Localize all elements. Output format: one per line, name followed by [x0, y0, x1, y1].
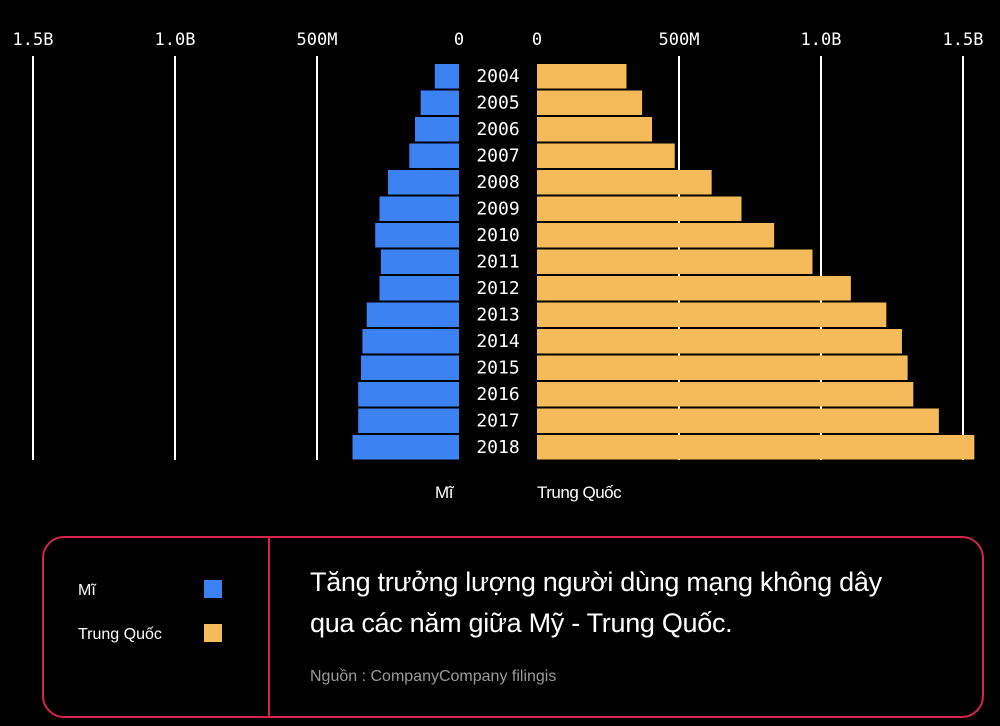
left-tick-label: 500M [297, 30, 338, 50]
bar-china [537, 90, 643, 115]
bar-china [537, 117, 653, 142]
bar-us [358, 382, 459, 407]
bar-china [537, 302, 887, 327]
bar-us [379, 276, 459, 301]
bar-us [380, 249, 459, 274]
bar-us [362, 329, 459, 354]
year-label: 2012 [476, 278, 519, 299]
legend-panel: Mĩ Trung Quốc Tăng trưởng lượng người dù… [42, 536, 984, 718]
bar-us [434, 64, 459, 89]
year-label: 2007 [476, 146, 519, 167]
right-tick-label: 1.5B [943, 30, 984, 50]
bar-china [537, 329, 902, 354]
bar-china [537, 143, 675, 168]
bar-china [537, 223, 775, 248]
legend-divider [268, 538, 270, 716]
year-label: 2014 [476, 331, 519, 352]
year-label: 2010 [476, 225, 519, 246]
year-label: 2013 [476, 305, 519, 326]
legend-swatch-china [204, 624, 222, 642]
right-tick-label: 1.0B [801, 30, 842, 50]
bar-us [388, 170, 459, 195]
caption-line-1: Tăng trưởng lượng người dùng mạng không … [310, 567, 882, 597]
right-tick-label: 0 [532, 30, 542, 50]
bar-china [537, 382, 914, 407]
bar-china [537, 170, 712, 195]
right-tick-label: 500M [659, 30, 700, 50]
bar-us [414, 117, 459, 142]
bar-us [352, 435, 459, 460]
year-label: 2004 [476, 66, 519, 87]
bar-us [358, 408, 459, 433]
year-label: 2017 [476, 411, 519, 432]
bar-us [375, 223, 459, 248]
year-label: 2008 [476, 172, 519, 193]
year-label: 2015 [476, 358, 519, 379]
bar-us [366, 302, 459, 327]
bar-china [537, 276, 851, 301]
legend-swatch-us [204, 580, 222, 598]
bar-china [537, 435, 975, 460]
left-tick-label: 1.5B [13, 30, 54, 50]
right-series-name: Trung Quốc [537, 483, 622, 502]
year-label: 2016 [476, 384, 519, 405]
caption-line-2: qua các năm giữa Mỹ - Trung Quốc. [310, 608, 733, 638]
bar-us [409, 143, 459, 168]
bar-china [537, 64, 627, 89]
chart-caption: Tăng trưởng lượng người dùng mạng không … [310, 562, 882, 644]
left-tick-label: 0 [454, 30, 464, 50]
year-label: 2005 [476, 93, 519, 114]
year-label: 2009 [476, 199, 519, 220]
source-note: Nguồn : CompanyCompany filingis [310, 668, 557, 685]
bar-china [537, 408, 939, 433]
year-label: 2018 [476, 437, 519, 458]
legend-label-us: Mĩ [78, 582, 96, 599]
pyramid-chart: 1.5B 1.0B 500M 0 0 500M 1.0B 1.5B 2004 2005 2006 20… [13, 30, 984, 502]
bar-us [361, 355, 459, 380]
left-series-name: Mĩ [435, 483, 455, 502]
bar-china [537, 196, 742, 221]
left-tick-label: 1.0B [155, 30, 196, 50]
bar-china [537, 355, 908, 380]
bar-us [420, 90, 459, 115]
bar-us [379, 196, 459, 221]
legend-label-china: Trung Quốc [78, 626, 162, 643]
year-label: 2011 [476, 252, 519, 273]
year-label: 2006 [476, 119, 519, 140]
bar-china [537, 249, 813, 274]
